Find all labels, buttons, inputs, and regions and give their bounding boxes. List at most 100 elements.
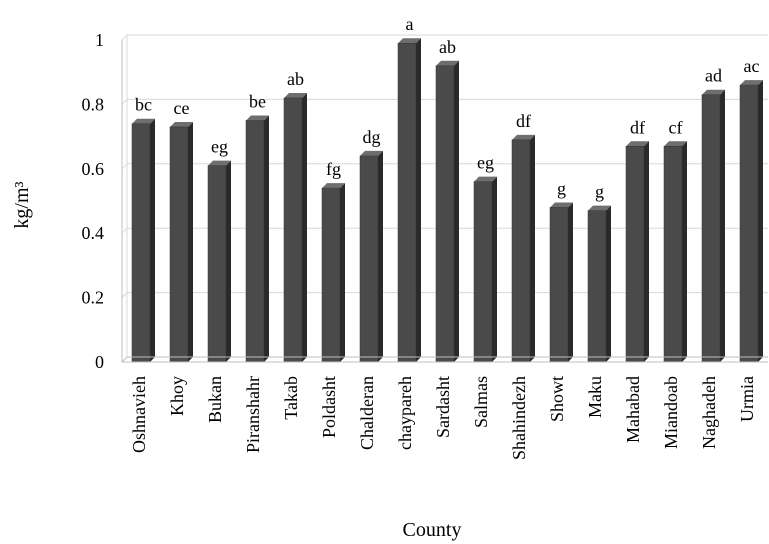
bar-annotation: g (595, 182, 604, 202)
bar (397, 38, 421, 363)
gridline-depth (121, 163, 128, 170)
bar (587, 205, 611, 363)
bar-front (321, 187, 341, 363)
gridline-depth (121, 99, 128, 105)
bar-annotation: ce (174, 98, 190, 118)
x-tick-label: Sardasht (433, 376, 453, 438)
bar-top (360, 150, 383, 156)
bar-annotation: dg (363, 127, 381, 147)
bar-side (454, 60, 459, 362)
bar-top (702, 89, 725, 95)
bar-top (664, 141, 687, 147)
bar-front (131, 123, 151, 363)
x-tick-label: Showt (547, 376, 567, 422)
y-tick-label: 1 (95, 30, 104, 50)
bar-front (511, 139, 531, 363)
bar-annotation: ab (439, 37, 456, 57)
bar (701, 89, 725, 363)
bar-side (340, 183, 345, 362)
bar-top (740, 80, 763, 86)
bar-side (682, 141, 687, 362)
bar (435, 60, 459, 363)
bar-side (302, 92, 307, 363)
bar-annotation: bc (135, 95, 152, 115)
axes (121, 40, 768, 363)
x-tick-label: Chalderan (357, 376, 377, 450)
bar-top (626, 141, 649, 147)
y-tick-label: 0.4 (82, 223, 105, 243)
bar-annotation: ad (705, 66, 722, 86)
y-tick-label: 0.2 (82, 288, 105, 308)
x-tick-label: Takab (281, 376, 301, 420)
bar-top (550, 202, 573, 208)
bar-side (188, 121, 193, 362)
x-tick-label: Naghadeh (699, 376, 719, 449)
bar (511, 134, 535, 363)
bars (131, 38, 763, 363)
bar (283, 92, 307, 363)
bar-side (416, 38, 421, 362)
bar-front (473, 181, 493, 363)
bar-front (359, 155, 379, 363)
bar (207, 160, 231, 363)
bar-top (170, 121, 193, 127)
bar-top (474, 176, 497, 182)
bar (625, 141, 649, 363)
bar (473, 176, 497, 363)
bar-annotation: df (630, 117, 645, 137)
bar-annotation: be (249, 92, 266, 112)
x-tick-label: Bukan (205, 376, 225, 423)
bar-annotation: df (516, 111, 531, 131)
y-axis-title: kg/m³ (11, 181, 33, 228)
bar (359, 150, 383, 363)
bar-top (284, 92, 307, 98)
y-tick-label: 0.8 (82, 94, 105, 114)
bar-top (512, 134, 535, 140)
bar-top (132, 118, 155, 124)
bar-front (207, 165, 227, 363)
x-tick-label: Poldasht (319, 376, 339, 438)
bar-front (549, 207, 569, 363)
bar-front (283, 97, 303, 363)
x-tick-label: Maku (585, 376, 605, 418)
bar-top (436, 60, 459, 66)
bar-front (169, 126, 189, 363)
bar-annotation: eg (477, 153, 494, 173)
bar-annotation: g (557, 178, 566, 198)
bar-side (568, 202, 573, 362)
bar-front (587, 210, 607, 363)
gridline-depth (121, 34, 128, 41)
bar-front (245, 120, 265, 363)
bar-top (398, 38, 421, 44)
bar-annotation: fg (326, 159, 341, 179)
bar-side (758, 80, 763, 362)
bar (169, 121, 193, 363)
x-tick-label: Oshnavieh (129, 376, 149, 453)
bar (321, 183, 345, 363)
bar-front (663, 146, 683, 363)
y-tick-label: 0 (95, 352, 104, 372)
bar-side (606, 205, 611, 362)
x-tick-label: Piranshahr (243, 376, 263, 453)
x-tick-label: chaypareh (395, 376, 415, 450)
bar-side (264, 115, 269, 362)
gridline-depth (121, 292, 128, 298)
bar-front (701, 94, 721, 363)
bar-annotation: eg (211, 137, 228, 157)
bar-annotation: ac (744, 56, 760, 76)
bar (245, 115, 269, 363)
bar-front (739, 84, 759, 363)
bar-top (322, 183, 345, 189)
bar (663, 141, 687, 363)
bar (549, 202, 573, 363)
bar-top (246, 115, 269, 121)
gridline-depth (121, 227, 128, 234)
bar-top (208, 160, 231, 166)
y-tick-labels: 0 0.2 0.4 0.6 0.8 1 (82, 30, 105, 372)
bar-side (720, 89, 725, 363)
bar-side (644, 141, 649, 362)
x-tick-label: Mahabad (623, 376, 643, 443)
floor-edge (121, 356, 768, 363)
x-tick-label: Salmas (471, 376, 491, 428)
